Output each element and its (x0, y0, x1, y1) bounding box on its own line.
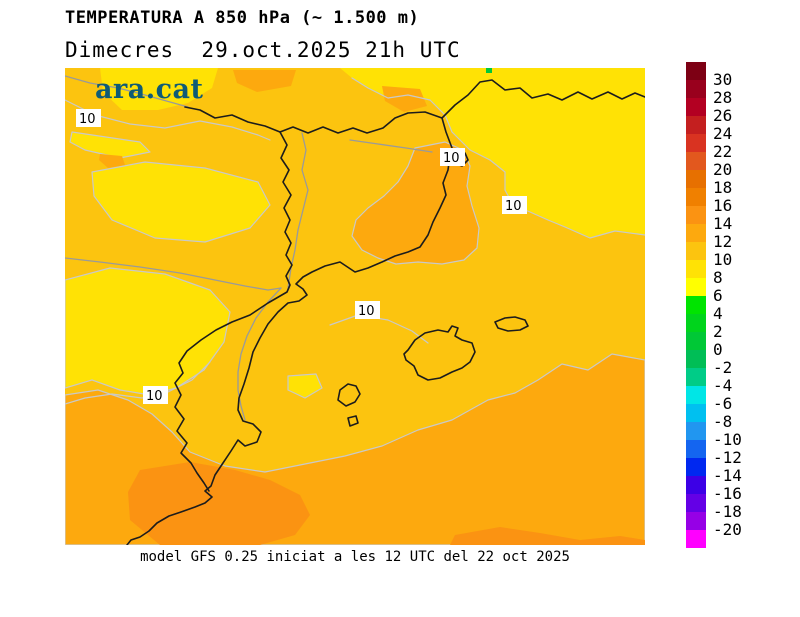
legend-color-segment (686, 62, 706, 80)
legend-tick-label: -2 (713, 358, 733, 377)
legend-color-segment (686, 404, 706, 422)
legend-tick-label: 0 (713, 340, 723, 359)
fill-yellow-center-left (91, 161, 271, 243)
legend-tick-label: 2 (713, 322, 723, 341)
border-aragon-valencia (174, 131, 293, 492)
fill-orange-top-blob-1 (233, 70, 296, 92)
svg-text:10: 10 (505, 199, 522, 214)
river-ebre-lower (237, 287, 282, 421)
legend-color-segment (686, 440, 706, 458)
fill-yellow-valencia (65, 267, 231, 396)
legend-color-segment (686, 242, 706, 260)
legend-color-segment (686, 224, 706, 242)
legend-color-segment (686, 170, 706, 188)
legend-tick-label: -6 (713, 394, 733, 413)
temperature-map: 10 10 10 10 10 ara.cat (65, 68, 645, 545)
contour-label-1: 10 (76, 109, 101, 127)
river-northwest (65, 75, 189, 108)
river-ebre-upper (65, 257, 282, 291)
svg-text:10: 10 (358, 304, 375, 319)
legend-tick-label: 20 (713, 160, 733, 179)
island-menorca (494, 316, 529, 332)
fill-green-speck (486, 68, 492, 73)
fill-orange-small-blob (99, 154, 125, 168)
contour-label-4: 10 (355, 301, 380, 319)
legend-color-segment (686, 386, 706, 404)
legend-tick-label: 22 (713, 142, 733, 161)
legend-tick-label: 6 (713, 286, 723, 305)
svg-text:10: 10 (443, 151, 460, 166)
legend-color-segment (686, 422, 706, 440)
legend-tick-label: -4 (713, 376, 733, 395)
contour-label-3: 10 (502, 196, 527, 214)
valid-time-subtitle: Dimecres 29.oct.2025 21h UTC (65, 38, 461, 62)
map-canvas: 10 10 10 10 10 (65, 68, 645, 545)
island-formentera (347, 415, 359, 427)
legend-tick-label: 26 (713, 106, 733, 125)
legend-color-segment (686, 296, 706, 314)
legend-tick-label: 16 (713, 196, 733, 215)
coastline-catalonia-valencia (126, 117, 469, 545)
legend-color-segment (686, 512, 706, 530)
legend-tick-label: -10 (713, 430, 742, 449)
page-title: TEMPERATURA A 850 hPa (~ 1.500 m) (65, 8, 420, 28)
legend-tick-label: -18 (713, 502, 742, 521)
model-run-caption: model GFS 0.25 iniciat a les 12 UTC del … (140, 549, 570, 565)
legend-tick-label: 8 (713, 268, 723, 287)
legend-color-segment (686, 134, 706, 152)
legend-tick-label: -8 (713, 412, 733, 431)
island-mallorca (403, 325, 476, 381)
fill-deep-orange-bottom-right (450, 527, 645, 545)
legend-color-segment (686, 368, 706, 386)
legend-color-segment (686, 116, 706, 134)
legend-color-segment (686, 98, 706, 116)
legend-tick-label: 10 (713, 250, 733, 269)
island-ibiza (337, 383, 361, 407)
river-segre (287, 132, 309, 289)
legend-color-segment (686, 458, 706, 476)
legend-tick-label: -20 (713, 520, 742, 539)
fill-yellow-top-right (340, 68, 645, 238)
legend-color-segment (686, 278, 706, 296)
border-pyrenees-french-coast (184, 79, 645, 134)
legend-color-segment (686, 206, 706, 224)
temperature-legend: 30 28 26 24 22 20 18 16 14 12 10 8 6 4 2 0 -2 -4 -6 -8 -10 -1… (686, 62, 796, 548)
legend-color-segment (686, 314, 706, 332)
svg-text:10: 10 (146, 389, 163, 404)
legend-color-segment (686, 188, 706, 206)
contour-label-5: 10 (143, 386, 168, 404)
legend-tick-label: 30 (713, 70, 733, 89)
legend-tick-label: -16 (713, 484, 742, 503)
legend-color-segment (686, 260, 706, 278)
legend-tick-label: 18 (713, 178, 733, 197)
legend-color-segment (686, 494, 706, 512)
legend-tick-label: 14 (713, 214, 733, 233)
svg-text:10: 10 (79, 112, 96, 127)
fill-yellow-small-blob (287, 373, 323, 399)
legend-tick-label: 24 (713, 124, 733, 143)
isotherm-10-southwest (65, 361, 211, 405)
fill-yellow-topleft (100, 68, 218, 110)
isotherm-10-east (351, 77, 645, 239)
ara-cat-logo: ara.cat (95, 74, 204, 105)
legend-colorbar (686, 62, 706, 548)
fill-deep-orange-bottom-left (128, 462, 310, 545)
fill-orange-top-blob-2 (382, 86, 427, 112)
legend-tick-label: 4 (713, 304, 723, 323)
legend-color-segment (686, 152, 706, 170)
legend-tick-label: -12 (713, 448, 742, 467)
contour-label-2: 10 (440, 148, 465, 166)
isotherm-10-center (329, 314, 429, 344)
legend-tick-label: 12 (713, 232, 733, 251)
legend-color-segment (686, 350, 706, 368)
legend-color-segment (686, 332, 706, 350)
legend-tick-label: 28 (713, 88, 733, 107)
legend-tick-label: -14 (713, 466, 742, 485)
legend-color-segment (686, 476, 706, 494)
legend-color-segment (686, 530, 706, 548)
legend-color-segment (686, 80, 706, 98)
river-ter (349, 139, 433, 153)
